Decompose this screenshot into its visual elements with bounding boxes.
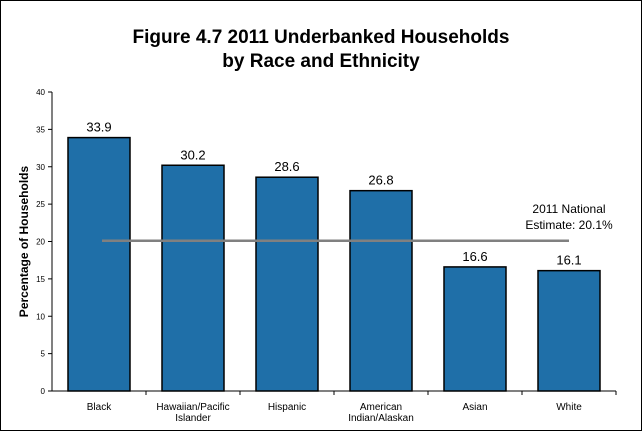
national-estimate-label: 2011 National [532, 202, 605, 216]
chart-title-line: by Race and Ethnicity [222, 51, 420, 72]
x-tick-label: Black [87, 402, 112, 413]
x-tick-label: Hawaiian/Pacific [156, 402, 229, 413]
y-tick-label: 25 [36, 200, 45, 209]
y-axis-label: Percentage of Households [17, 165, 31, 317]
bars [67, 136, 601, 392]
y-axis-title: Percentage of Households [17, 165, 31, 317]
y-tick-label: 0 [41, 387, 46, 396]
bar [161, 164, 225, 392]
x-tick-label: Islander [175, 413, 211, 424]
y-tick-label: 15 [36, 275, 45, 284]
bar-value-label: 28.6 [274, 159, 299, 174]
x-tick-label: Hispanic [268, 402, 306, 413]
y-tick-label: 10 [36, 312, 45, 321]
bar [255, 176, 319, 392]
x-tick-label: American [360, 402, 402, 413]
chart-title-line: Figure 4.7 2011 Underbanked Households [133, 27, 510, 48]
bar-value-label: 16.6 [462, 249, 487, 264]
bar [67, 136, 131, 392]
y-tick-label: 5 [41, 350, 46, 359]
bar [537, 269, 601, 392]
bar-value-label: 30.2 [180, 147, 205, 162]
bar [443, 266, 507, 392]
chart-title: Figure 4.7 2011 Underbanked Households by… [133, 27, 510, 72]
bar [349, 189, 413, 392]
x-tick-label: Indian/Alaskan [348, 413, 414, 424]
y-tick-label: 20 [36, 238, 45, 247]
y-tick-label: 30 [36, 163, 45, 172]
x-tick-label: White [556, 402, 582, 413]
national-estimate-label: Estimate: 20.1% [525, 218, 613, 232]
bar-value-label: 26.8 [368, 173, 393, 188]
x-tick-label: Asian [462, 402, 487, 413]
reference-line: 2011 National Estimate: 20.1% [102, 202, 613, 243]
y-tick-label: 35 [36, 125, 45, 134]
bar-value-label: 33.9 [86, 120, 111, 135]
bar-value-label: 16.1 [556, 253, 581, 268]
y-tick-label: 40 [36, 88, 45, 97]
